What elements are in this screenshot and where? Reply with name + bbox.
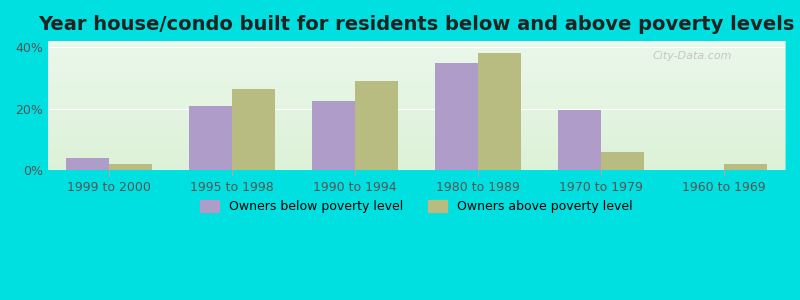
- Bar: [723, 164, 766, 170]
- Bar: [558, 110, 601, 170]
- Bar: [66, 158, 109, 170]
- Title: Year house/condo built for residents below and above poverty levels: Year house/condo built for residents bel…: [38, 15, 794, 34]
- Bar: [355, 81, 398, 170]
- Text: City-Data.com: City-Data.com: [652, 51, 732, 62]
- Bar: [312, 101, 355, 170]
- Bar: [434, 63, 478, 170]
- Bar: [601, 152, 644, 170]
- Legend: Owners below poverty level, Owners above poverty level: Owners below poverty level, Owners above…: [195, 195, 638, 218]
- Bar: [109, 164, 152, 170]
- Bar: [232, 89, 275, 170]
- Bar: [478, 53, 521, 170]
- Bar: [189, 106, 232, 170]
